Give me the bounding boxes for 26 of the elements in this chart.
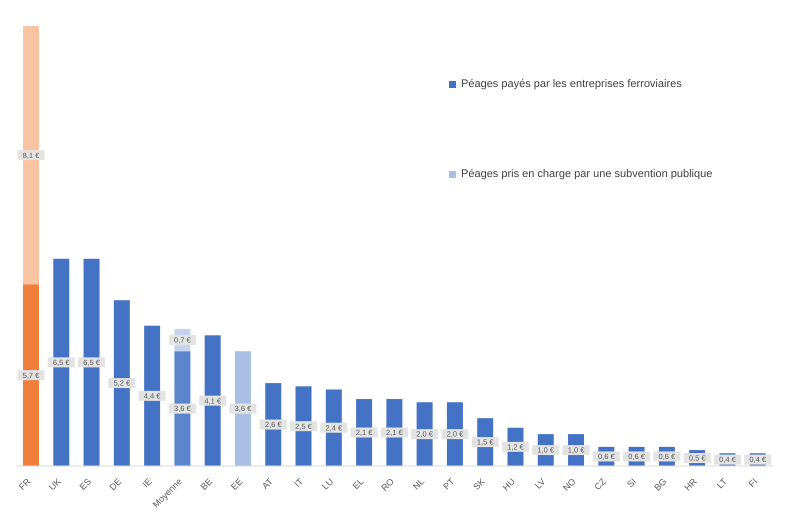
x-tick-label: DE: [107, 476, 124, 492]
legend-label: Péages pris en charge par une subvention publique: [461, 168, 712, 180]
x-tick-label: EL: [350, 476, 366, 492]
x-tick-label: EE: [228, 476, 245, 492]
x-tick-label: BE: [198, 476, 214, 492]
x-tick-label: IT: [292, 476, 306, 490]
x-tick-label: CZ: [592, 476, 608, 492]
x-tick-label: LT: [714, 476, 730, 490]
x-tick-label: NO: [560, 476, 578, 493]
x-tick-label: ES: [78, 476, 94, 492]
x-tick-label: SI: [625, 476, 638, 490]
x-tick-label: HR: [682, 476, 700, 493]
x-tick-label: RO: [379, 476, 396, 493]
legend-label: Péages payés par les entreprises ferroviaires: [461, 78, 682, 90]
x-tick-label: HU: [500, 476, 518, 493]
x-tick-label: NL: [410, 476, 426, 492]
x-tick-label: BG: [652, 476, 668, 493]
x-tick-label: LV: [532, 476, 548, 491]
x-tick-label: FR: [17, 476, 33, 492]
x-tick-label: PT: [441, 476, 457, 492]
x-tick-label: FI: [746, 476, 760, 490]
x-tick-label: IE: [140, 476, 154, 490]
x-tick-label: SK: [471, 476, 487, 492]
x-tick-label: LU: [320, 476, 336, 492]
x-tick-label: UK: [46, 476, 63, 492]
x-tick-label: AT: [260, 476, 276, 492]
